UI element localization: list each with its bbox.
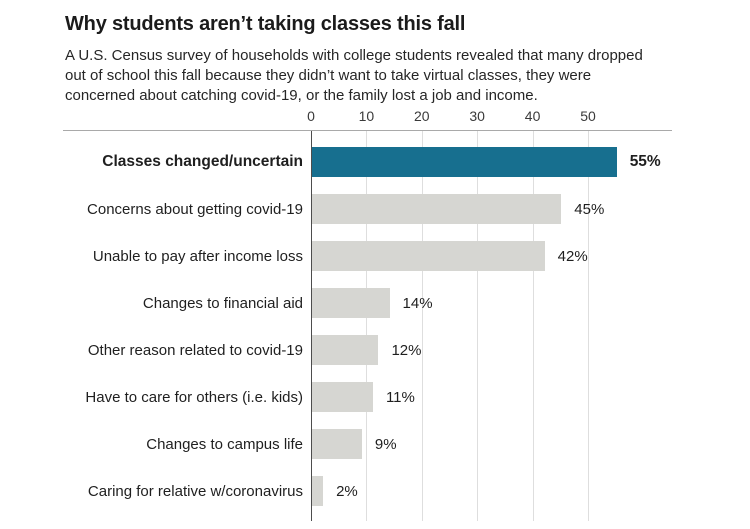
bar — [312, 194, 562, 224]
value-label: 55% — [629, 153, 661, 170]
category-label: Concerns about getting covid-19 — [87, 200, 303, 218]
value-label: 42% — [557, 247, 588, 265]
highlight-bar — [312, 147, 617, 177]
bar — [312, 429, 362, 459]
gridline — [421, 131, 423, 521]
bar — [312, 476, 324, 506]
bar — [312, 335, 379, 365]
x-tick-label: 40 — [524, 108, 541, 124]
x-axis-rule — [63, 130, 672, 131]
chart-subtitle: A U.S. Census survey of households with … — [65, 47, 643, 104]
category-label: Caring for relative w/coronavirus — [87, 482, 303, 500]
x-tick-label: 20 — [414, 108, 430, 124]
gridline — [532, 131, 534, 521]
bar — [312, 382, 373, 412]
zero-axis-line — [311, 131, 312, 521]
bar — [312, 241, 545, 271]
x-tick-label: 30 — [469, 108, 485, 124]
category-label: Unable to pay after income loss — [92, 247, 303, 265]
value-label: 45% — [574, 200, 605, 218]
value-label: 9% — [374, 435, 397, 453]
value-label: 14% — [402, 294, 433, 312]
chart-title: Why students aren’t taking classes this … — [65, 13, 466, 35]
category-label: Changes to campus life — [146, 435, 303, 453]
category-label: Other reason related to covid-19 — [87, 341, 303, 359]
x-tick-label: 10 — [358, 108, 375, 124]
gridline — [366, 131, 368, 521]
value-label: 12% — [391, 341, 422, 359]
category-label: Have to care for others (i.e. kids) — [85, 388, 303, 406]
category-label: Changes to financial aid — [142, 294, 303, 312]
gridline — [477, 131, 479, 521]
gridline — [588, 131, 589, 521]
value-label: 2% — [336, 482, 358, 500]
x-tick-label: 0 — [307, 108, 315, 124]
bar — [312, 288, 390, 318]
value-label: 11% — [385, 388, 415, 406]
x-tick-label: 50 — [580, 108, 596, 124]
category-label: Classes changed/uncertain — [102, 153, 303, 170]
